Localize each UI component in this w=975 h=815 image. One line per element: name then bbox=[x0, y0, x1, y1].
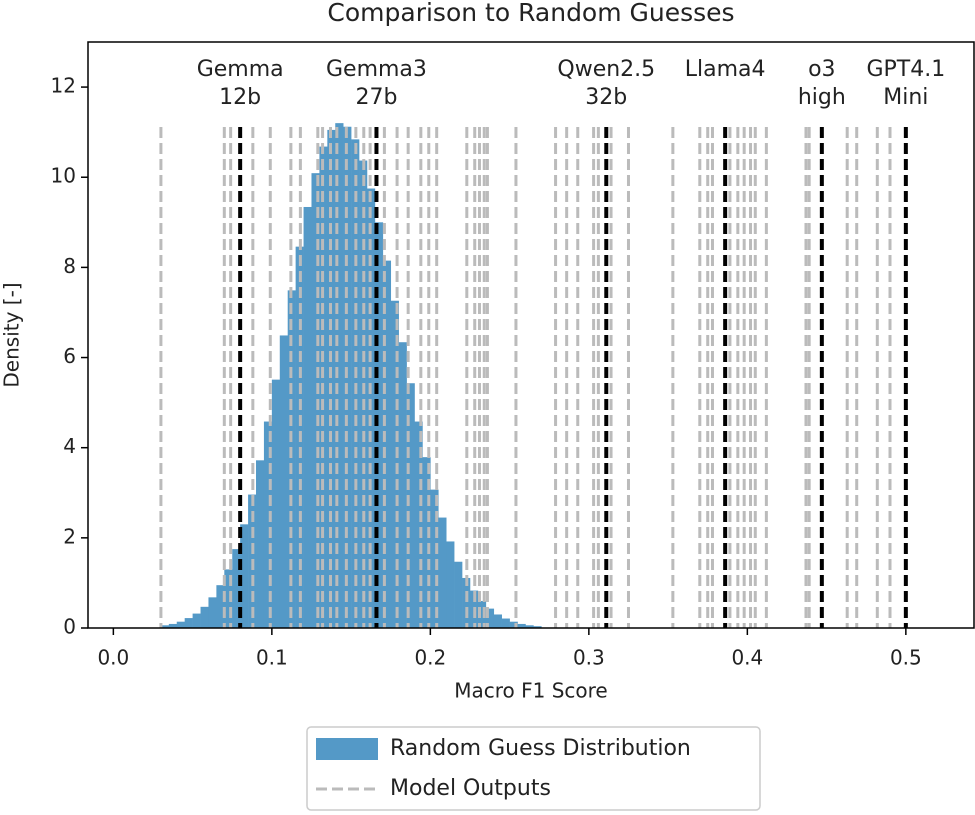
histogram-bar bbox=[462, 577, 471, 628]
histogram-bar bbox=[525, 625, 534, 628]
histogram-bar bbox=[303, 206, 312, 628]
histogram-bar bbox=[374, 222, 384, 629]
y-tick-label: 2 bbox=[63, 524, 76, 548]
y-axis-label: Density [-] bbox=[0, 282, 24, 387]
histogram-bar bbox=[256, 460, 265, 628]
x-tick-label: 0.5 bbox=[890, 646, 922, 670]
histogram-bar bbox=[216, 585, 225, 628]
histogram-bar bbox=[311, 173, 320, 629]
legend-label: Random Guess Distribution bbox=[390, 736, 691, 761]
x-tick-label: 0.3 bbox=[573, 646, 605, 670]
histogram-bar bbox=[232, 549, 241, 628]
model-label: Gemma bbox=[197, 57, 284, 82]
histogram-bar bbox=[224, 569, 233, 628]
legend-box bbox=[306, 726, 761, 811]
histogram-bar bbox=[501, 618, 510, 628]
y-tick-label: 0 bbox=[63, 615, 76, 639]
y-tick-label: 4 bbox=[63, 434, 76, 458]
histogram-bar bbox=[406, 383, 415, 628]
model-label: high bbox=[798, 85, 846, 110]
histogram-bar bbox=[200, 606, 209, 628]
model-label: Llama4 bbox=[685, 57, 766, 82]
y-tick-label: 8 bbox=[63, 254, 76, 278]
model-label: Gemma3 bbox=[326, 57, 427, 82]
plot-frame bbox=[87, 41, 975, 629]
model-label: 32b bbox=[585, 85, 627, 110]
histogram-bar bbox=[382, 260, 392, 628]
model-label: GPT4.1 bbox=[866, 57, 945, 82]
model-label: Mini bbox=[883, 85, 928, 110]
histogram-bar bbox=[390, 300, 399, 628]
histogram-bar bbox=[271, 379, 281, 628]
histogram-bar bbox=[160, 625, 170, 628]
histogram-bar bbox=[430, 489, 439, 628]
model-label: 27b bbox=[355, 85, 397, 110]
histogram-bar bbox=[414, 421, 423, 628]
histogram-bar bbox=[485, 608, 495, 628]
histogram-bar bbox=[533, 626, 542, 628]
model-label: 12b bbox=[219, 85, 261, 110]
histogram-bar bbox=[398, 342, 407, 628]
x-tick-label: 0.1 bbox=[256, 646, 288, 670]
histogram-bar bbox=[454, 561, 463, 628]
histogram-bar bbox=[477, 600, 487, 628]
model-label: Qwen2.5 bbox=[557, 57, 655, 82]
x-tick-label: 0.4 bbox=[731, 646, 763, 670]
histogram-bar bbox=[422, 457, 431, 628]
histogram-bar bbox=[184, 618, 193, 628]
x-tick-label: 0.2 bbox=[414, 646, 446, 670]
model-label: o3 bbox=[808, 57, 835, 82]
histogram-bar bbox=[509, 621, 518, 628]
histogram-bar bbox=[287, 290, 296, 628]
histogram-bar bbox=[263, 421, 273, 628]
legend-label: Model Outputs bbox=[390, 776, 551, 801]
histogram-bar bbox=[240, 524, 249, 628]
histogram-bar bbox=[168, 623, 178, 628]
histogram-bar bbox=[359, 160, 368, 628]
y-tick-label: 6 bbox=[63, 344, 76, 368]
histogram-bar bbox=[192, 613, 201, 628]
chart-title: Comparison to Random Guesses bbox=[327, 0, 734, 27]
x-axis-label: Macro F1 Score bbox=[454, 679, 608, 703]
histogram-bar bbox=[493, 614, 502, 628]
histogram-bar bbox=[327, 129, 336, 628]
histogram-bar bbox=[517, 623, 526, 628]
x-tick-label: 0.0 bbox=[97, 646, 129, 670]
histogram-bar bbox=[208, 597, 217, 628]
y-tick-label: 10 bbox=[51, 164, 76, 188]
histogram-bar bbox=[279, 335, 289, 628]
y-tick-label: 12 bbox=[51, 74, 76, 98]
histogram-bar bbox=[446, 541, 455, 628]
histogram-bar bbox=[335, 123, 344, 628]
histogram-bar bbox=[176, 621, 185, 628]
histogram-bar bbox=[438, 517, 447, 628]
legend-swatch bbox=[316, 738, 378, 760]
